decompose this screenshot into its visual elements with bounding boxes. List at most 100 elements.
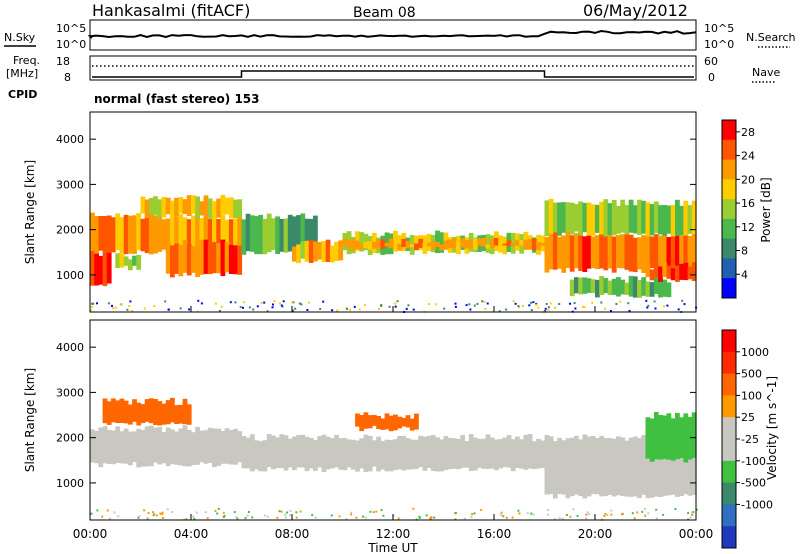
power-cell <box>557 202 562 236</box>
power-cell <box>199 218 205 254</box>
velocity-speck <box>691 514 694 516</box>
power-cell <box>666 265 672 279</box>
colorbar-segment <box>722 278 736 299</box>
velocity-cell <box>536 439 541 469</box>
power-cell <box>582 236 588 272</box>
power-cell <box>607 280 613 296</box>
velocity-cell <box>292 436 297 471</box>
velocity-speck <box>236 517 239 520</box>
power-cell <box>477 238 482 246</box>
power-speck <box>405 307 408 310</box>
velocity-speck <box>338 515 341 518</box>
power-cell <box>195 213 200 253</box>
colorbar-segment <box>722 395 736 418</box>
velocity-cell <box>658 415 663 460</box>
velocity-cell <box>304 436 310 472</box>
colorbar-tick-label: -500 <box>741 477 766 490</box>
velocity-speck <box>192 515 195 518</box>
velocity-cell <box>165 400 171 425</box>
power-cell <box>691 262 697 281</box>
velocity-speck <box>689 516 692 519</box>
power-cell <box>90 249 95 286</box>
power-cell <box>203 239 209 274</box>
velocity-cell <box>380 441 386 470</box>
power-speck <box>454 305 457 308</box>
power-speck <box>530 301 533 304</box>
velocity-speck <box>674 508 677 510</box>
power-cell <box>616 277 621 297</box>
power-cell <box>418 238 424 248</box>
velocity-cell <box>300 434 306 468</box>
velocity-cell <box>376 436 381 472</box>
velocity-cell <box>645 440 651 499</box>
power-cell <box>683 200 689 236</box>
power-speck <box>610 310 612 312</box>
velocity-speck <box>295 511 298 514</box>
power-cell <box>439 244 445 251</box>
velocity-speck <box>517 509 520 512</box>
velocity-speck <box>397 517 400 520</box>
power-speck <box>604 307 607 310</box>
power-speck <box>242 306 244 309</box>
velocity-speck <box>470 516 473 519</box>
power-speck <box>505 308 508 311</box>
power-speck <box>306 309 309 311</box>
velocity-cell <box>691 435 697 495</box>
velocity-cell <box>574 435 579 495</box>
x-tick-label: 00:00 <box>73 527 108 541</box>
power-cell <box>662 263 668 278</box>
velocity-cell <box>212 428 217 468</box>
velocity-speck <box>162 517 165 519</box>
power-cell <box>384 243 390 247</box>
noise-tick-high-left: 10^5 <box>56 22 86 35</box>
velocity-cell <box>443 436 449 471</box>
power-cell <box>624 234 630 270</box>
velocity-speck <box>278 510 281 513</box>
power-speck <box>358 308 361 311</box>
colorbar-tick-label: 20 <box>741 173 755 186</box>
velocity-speck <box>518 512 521 515</box>
power-cell <box>574 233 579 269</box>
power-cell <box>510 243 516 247</box>
velocity-cell <box>115 400 121 423</box>
power-cell <box>557 236 562 269</box>
velocity-cell <box>321 434 327 472</box>
power-speck <box>476 302 479 305</box>
velocity-speck <box>586 511 589 514</box>
power-cell <box>372 241 377 249</box>
velocity-speck <box>561 518 564 520</box>
velocity-speck <box>372 511 375 514</box>
power-cell <box>296 244 301 264</box>
power-cell <box>687 205 693 234</box>
velocity-cell <box>409 439 415 470</box>
beam-label: Beam 08 <box>353 5 416 21</box>
velocity-cell <box>498 439 503 469</box>
velocity-speck <box>473 512 476 515</box>
power-cell <box>649 204 655 236</box>
power-cell <box>170 215 175 251</box>
velocity-speck <box>138 515 141 518</box>
velocity-cell <box>414 439 419 469</box>
colorbar-tick-label: -1000 <box>741 498 773 511</box>
velocity-cell <box>426 435 432 469</box>
velocity-cell <box>481 438 487 469</box>
y-tick-label: 3000 <box>56 386 84 399</box>
velocity-speck <box>90 512 93 515</box>
velocity-cell <box>384 413 390 430</box>
power-cell <box>607 232 613 269</box>
velocity-speck <box>159 512 162 515</box>
velocity-cell <box>679 417 684 459</box>
power-cell <box>620 199 626 233</box>
power-cell <box>216 219 222 254</box>
power-cell <box>628 199 634 233</box>
velocity-cell <box>544 434 550 495</box>
velocity-speck <box>621 512 624 515</box>
velocity-cell <box>468 434 474 471</box>
power-cell <box>127 259 133 271</box>
colorbar-tick-label: 16 <box>741 197 755 210</box>
velocity-cell <box>249 434 255 472</box>
power-speck <box>353 305 356 308</box>
velocity-cell <box>439 439 445 472</box>
power-cell <box>687 266 693 280</box>
